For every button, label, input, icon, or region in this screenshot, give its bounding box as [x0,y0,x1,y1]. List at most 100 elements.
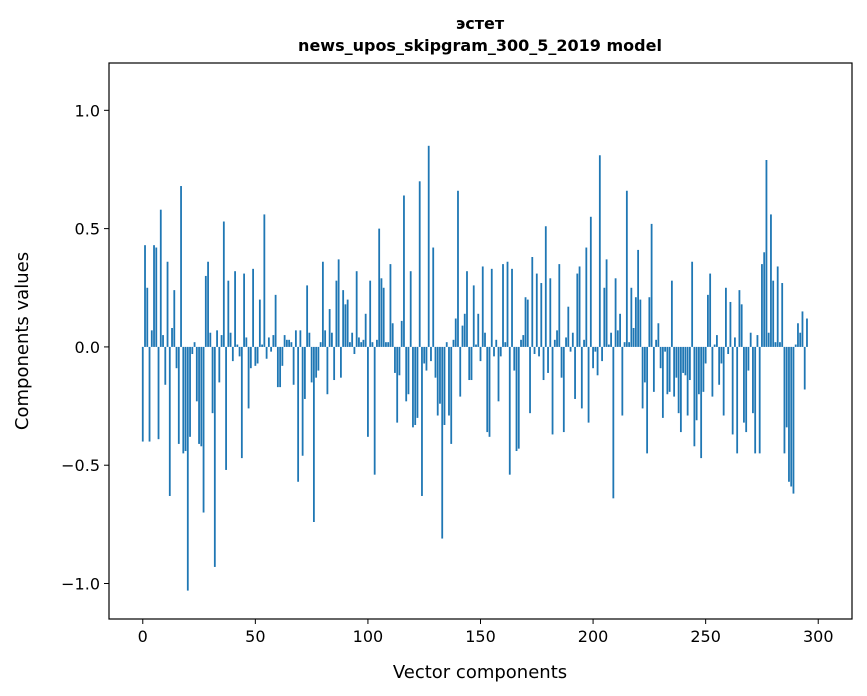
bar [574,346,576,399]
bar [736,346,739,454]
bar [727,346,730,355]
bar [758,346,761,454]
bar [378,228,381,347]
bar [772,280,775,347]
bar [448,346,450,416]
bar [797,323,799,347]
bar [716,335,718,347]
bar [634,297,637,347]
bar [166,261,169,347]
bar [625,190,628,347]
bar [806,318,808,347]
x-tick-label: 0 [138,627,148,646]
bar [331,332,333,347]
bar [682,346,685,373]
bar [522,335,525,347]
bar [542,346,545,381]
bar [351,332,354,347]
bar [315,346,318,378]
bar [155,247,158,347]
bar [652,346,655,392]
bar [283,335,286,347]
bar [785,346,788,428]
bar [146,287,149,347]
bar [432,247,435,347]
bar [337,259,340,347]
plot-area-frame [108,62,853,620]
bar [153,245,155,347]
bar [396,346,399,423]
bar [562,346,565,433]
bar [767,332,770,347]
bar [603,287,606,347]
bar [526,299,529,347]
bar [297,346,300,482]
bar [466,271,468,347]
bar [238,346,241,357]
bar [623,342,626,347]
bar [551,346,554,435]
bar [686,346,689,416]
bar [279,346,282,388]
bar [335,280,338,347]
bar [391,323,394,347]
bar [659,346,662,369]
bar [360,342,363,347]
bar [675,346,678,378]
bar [700,346,703,459]
bar [533,346,536,355]
bar [725,287,727,347]
bar [164,346,167,385]
bar [290,342,293,347]
bar [761,264,763,347]
bar [702,346,705,392]
bar [695,346,698,421]
bar [218,346,221,383]
bar [679,346,682,433]
bar [301,346,304,456]
bar [200,346,203,447]
bar [358,337,360,347]
bar [412,346,414,428]
bar [414,346,417,425]
bar [387,342,390,347]
bar [319,342,322,347]
bar [216,330,218,347]
bar [585,247,588,347]
bar [693,346,696,447]
bar [184,346,187,452]
bar [704,346,707,364]
bar [261,344,263,347]
bar [312,346,315,522]
bar [243,273,245,347]
bar [463,313,466,347]
bar [722,346,725,416]
bar [425,346,428,371]
bar [794,344,797,347]
bar [270,346,273,352]
bar [173,290,176,347]
bar [441,346,444,539]
bar [720,346,723,364]
bar [254,346,257,366]
bar [553,339,556,347]
bar [376,339,378,347]
bar [740,304,743,347]
bar [222,221,225,347]
bar [486,346,489,433]
bar [389,264,392,347]
bar [481,266,484,347]
bar [245,337,248,347]
bar [427,145,430,347]
bar [502,264,504,347]
bar [346,299,349,347]
bar [718,346,721,385]
bar [781,283,784,347]
bar [524,297,527,347]
bar [175,346,178,369]
bar [317,346,320,371]
bar [436,346,439,416]
bar [186,346,189,591]
bar [803,346,806,390]
